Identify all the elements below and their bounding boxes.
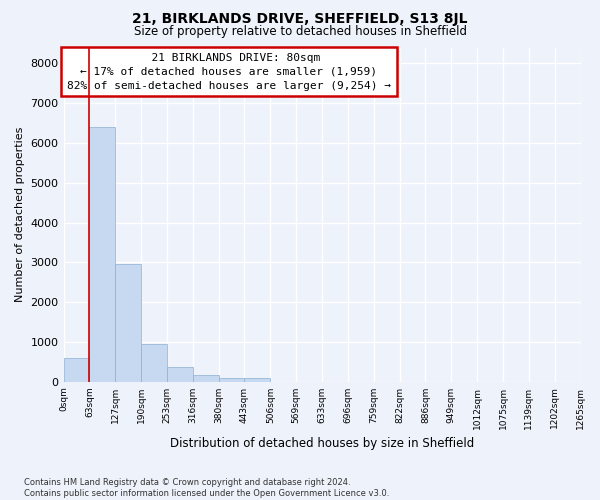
Bar <box>218 378 244 382</box>
Bar <box>89 127 115 382</box>
Text: Size of property relative to detached houses in Sheffield: Size of property relative to detached ho… <box>133 25 467 38</box>
Text: 21, BIRKLANDS DRIVE, SHEFFIELD, S13 8JL: 21, BIRKLANDS DRIVE, SHEFFIELD, S13 8JL <box>132 12 468 26</box>
Y-axis label: Number of detached properties: Number of detached properties <box>15 127 25 302</box>
X-axis label: Distribution of detached houses by size in Sheffield: Distribution of detached houses by size … <box>170 437 474 450</box>
Text: Contains HM Land Registry data © Crown copyright and database right 2024.
Contai: Contains HM Land Registry data © Crown c… <box>24 478 389 498</box>
Bar <box>141 344 167 382</box>
Bar <box>244 378 271 382</box>
Bar <box>64 358 89 382</box>
Text: 21 BIRKLANDS DRIVE: 80sqm
← 17% of detached houses are smaller (1,959)
82% of se: 21 BIRKLANDS DRIVE: 80sqm ← 17% of detac… <box>67 52 391 90</box>
Bar <box>167 367 193 382</box>
Bar <box>115 264 141 382</box>
Bar <box>193 375 218 382</box>
